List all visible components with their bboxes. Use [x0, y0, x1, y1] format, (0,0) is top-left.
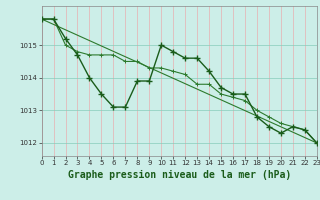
X-axis label: Graphe pression niveau de la mer (hPa): Graphe pression niveau de la mer (hPa)	[68, 170, 291, 180]
